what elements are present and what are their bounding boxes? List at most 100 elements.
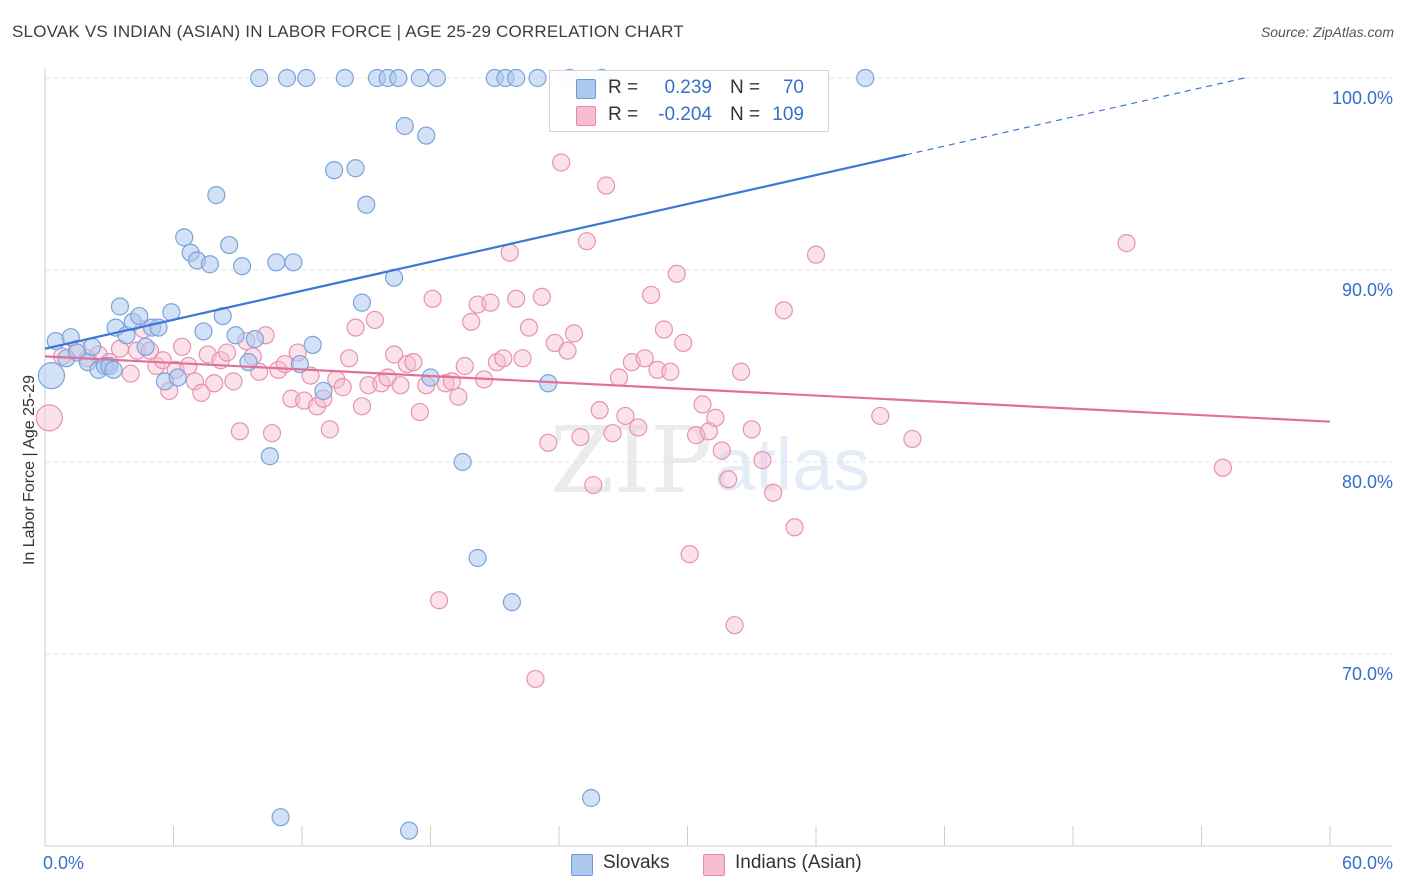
indian-point [641,285,661,305]
indian-point [519,318,539,337]
indian-point [205,374,224,393]
slovak-point [528,68,547,88]
source-attribution: Source: ZipAtlas.com [1260,24,1394,40]
x-tick-labels: 0.0% 60.0% [43,853,1393,873]
indian-point [217,343,237,362]
slovak-point [335,68,354,88]
indian-point [1213,458,1233,477]
slovak-point [83,337,102,356]
slovak-point [303,335,322,354]
indian-point [500,243,519,262]
indian-point [404,353,423,372]
legend-row-slovaks: R = 0.239 N = 70 [550,75,828,101]
series-swatch-slovaks [571,854,593,876]
indian-point [903,429,922,449]
indian-point [731,362,751,381]
slovak-point [220,235,239,255]
slovak-point [297,68,316,88]
slovak-point [417,126,436,145]
indian-point [179,356,198,376]
slovak-point [250,68,269,88]
indian-point [442,372,462,391]
x-tick-label: 60.0% [1342,853,1393,873]
indian-point [365,310,384,330]
slovak-point [421,368,440,387]
slovak-point [395,116,414,136]
indian-point [712,441,731,460]
indian-point [481,293,500,312]
slovak-point [399,821,419,840]
indian-point [507,289,526,308]
indian-point [192,383,211,402]
indian-point [455,356,474,376]
indian-point [340,349,359,368]
indian-point [785,518,804,537]
slovak-point [410,68,429,88]
slovak-point [314,381,333,401]
slovak-point [267,253,286,272]
indian-point [674,333,693,353]
indian-point [423,289,442,308]
indian-trend-line [44,355,1331,423]
indian-point [564,324,584,343]
indian-point [494,349,513,368]
indian-point [153,351,172,370]
indian-point [753,450,772,470]
indian-point [571,427,590,447]
indian-point [597,176,616,195]
chart-title: SLOVAK VS INDIAN (ASIAN) IN LABOR FORCE … [12,22,684,41]
correlation-legend: R = 0.239 N = 70 R = -0.204 N = 109 [549,70,829,132]
indian-point [449,387,468,406]
indian-point [774,301,793,320]
legend-n-label: N = [730,77,761,98]
slovak-point [582,788,601,808]
indian-point [532,287,551,306]
indian-point [429,591,449,610]
slovak-point [502,593,521,612]
slovak-point [200,255,220,274]
series-swatch-indians [703,854,725,876]
slovak-point [357,195,376,214]
indian-point [262,424,282,443]
legend-n-label: N = [730,104,761,125]
indian-point [584,475,603,495]
axes [44,68,1392,847]
indian-point [616,406,635,426]
indian-point [172,337,192,356]
indian-points [35,153,1233,689]
indian-point [301,366,320,385]
slovak-point [468,548,487,568]
series-label-indians: Indians (Asian) [735,852,862,873]
series-legend: Slovaks Indians (Asian) [0,852,1406,878]
y-axis-label: In Labor Force | Age 25-29 [21,374,38,566]
indian-point [397,354,417,374]
slovak-point [207,186,226,205]
y-tick-label: 70.0% [1342,664,1393,684]
slovak-point [427,68,447,88]
indian-point [693,395,712,414]
indian-point [603,424,622,443]
indian-point [121,364,140,383]
slovak-point [260,447,279,466]
indian-point [871,406,890,426]
y-tick-label: 90.0% [1342,280,1393,300]
legend-swatch-indians [576,106,596,126]
indian-point [806,245,826,264]
slovak-point [232,257,252,276]
indian-point [513,349,532,368]
legend-r-label: R = [608,77,639,98]
slovak-point [226,326,245,345]
watermark: ZIP atlas [550,407,870,514]
indian-point [224,372,243,391]
indian-point [352,397,372,416]
slovak-point [136,337,155,356]
slovak-point [284,253,303,272]
indian-point [462,312,481,331]
y-tick-label: 80.0% [1342,472,1393,492]
watermark-zip: ZIP [550,407,712,514]
indian-point [725,616,744,635]
slovak-point [37,362,66,390]
indian-point [667,264,686,283]
slovak-point [325,161,344,180]
